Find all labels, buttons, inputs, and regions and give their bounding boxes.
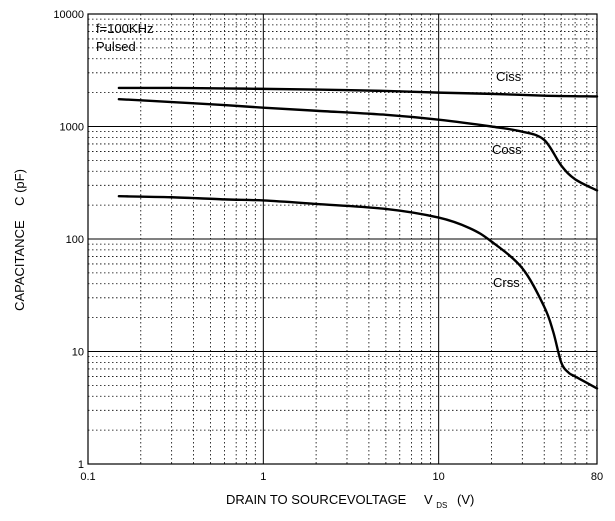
x-tick-label: 0.1 (80, 471, 95, 483)
x-tick-label: 1 (260, 471, 266, 483)
x-tick-labels: 0.1 1 10 80 (80, 471, 603, 483)
series-label-crss: Crss (493, 275, 520, 290)
x-axis-label-subscript: DS (436, 501, 447, 510)
plot-frame (87, 13, 598, 465)
series-line-coss (117, 97, 599, 192)
series-label-layer: Ciss Coss Crss (492, 69, 522, 290)
x-axis-label-text: DRAIN TO SOURCEVOLTAGE (226, 492, 407, 507)
y-tick-label: 1 (78, 459, 84, 471)
series-label-ciss: Ciss (496, 69, 522, 84)
x-axis-label-symbol: V (424, 492, 433, 507)
series-label-coss: Coss (492, 142, 522, 157)
annotation-frequency: f=100KHz (96, 21, 153, 36)
y-tick-labels: 1 10 100 1000 10000 (53, 9, 84, 471)
series-layer (117, 86, 599, 390)
y-tick-label: 100 (66, 234, 84, 246)
y-tick-label: 10 (72, 347, 84, 359)
series-line-crss (117, 195, 599, 390)
x-axis-label: DRAIN TO SOURCEVOLTAGE V DS (V) (226, 492, 474, 511)
y-axis-label: CAPACITANCE C (pF) (12, 169, 27, 311)
series-line-ciss (117, 86, 599, 98)
x-tick-label: 10 (433, 471, 445, 483)
x-tick-label: 80 (591, 471, 603, 483)
y-tick-label: 10000 (53, 9, 84, 21)
y-tick-label: 1000 (60, 122, 84, 134)
x-axis-label-unit: (V) (457, 492, 474, 507)
annotation-pulsed: Pulsed (96, 39, 136, 54)
